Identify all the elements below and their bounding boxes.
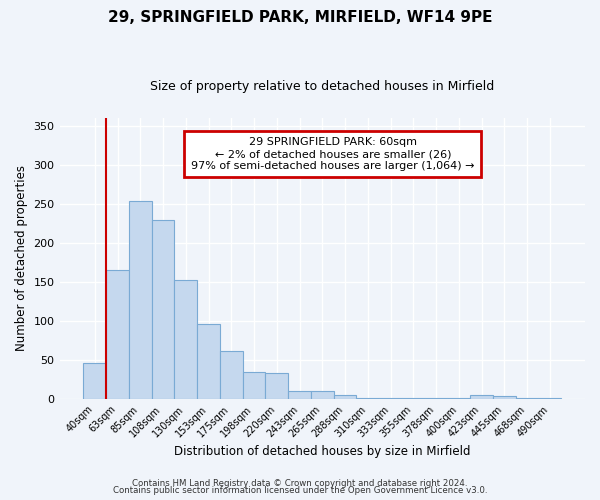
Bar — [470, 396, 493, 399]
Bar — [197, 324, 220, 399]
Bar — [129, 200, 152, 399]
Bar — [288, 390, 311, 399]
Bar — [448, 398, 470, 399]
Text: Contains public sector information licensed under the Open Government Licence v3: Contains public sector information licen… — [113, 486, 487, 495]
Bar — [356, 398, 379, 399]
Title: Size of property relative to detached houses in Mirfield: Size of property relative to detached ho… — [150, 80, 494, 93]
Bar — [538, 398, 561, 399]
Bar — [425, 398, 448, 399]
Text: 29 SPRINGFIELD PARK: 60sqm
← 2% of detached houses are smaller (26)
97% of semi-: 29 SPRINGFIELD PARK: 60sqm ← 2% of detac… — [191, 138, 475, 170]
Bar — [515, 398, 538, 399]
Bar — [220, 350, 242, 399]
Bar — [265, 372, 288, 399]
Y-axis label: Number of detached properties: Number of detached properties — [15, 166, 28, 352]
Bar — [242, 372, 265, 399]
Bar — [152, 220, 175, 399]
Bar — [402, 398, 425, 399]
Bar — [83, 363, 106, 399]
Bar — [334, 396, 356, 399]
Bar — [175, 280, 197, 399]
Bar — [379, 398, 402, 399]
Bar — [493, 396, 515, 399]
Bar — [311, 392, 334, 399]
X-axis label: Distribution of detached houses by size in Mirfield: Distribution of detached houses by size … — [174, 444, 470, 458]
Bar — [106, 270, 129, 399]
Text: Contains HM Land Registry data © Crown copyright and database right 2024.: Contains HM Land Registry data © Crown c… — [132, 478, 468, 488]
Text: 29, SPRINGFIELD PARK, MIRFIELD, WF14 9PE: 29, SPRINGFIELD PARK, MIRFIELD, WF14 9PE — [108, 10, 492, 25]
